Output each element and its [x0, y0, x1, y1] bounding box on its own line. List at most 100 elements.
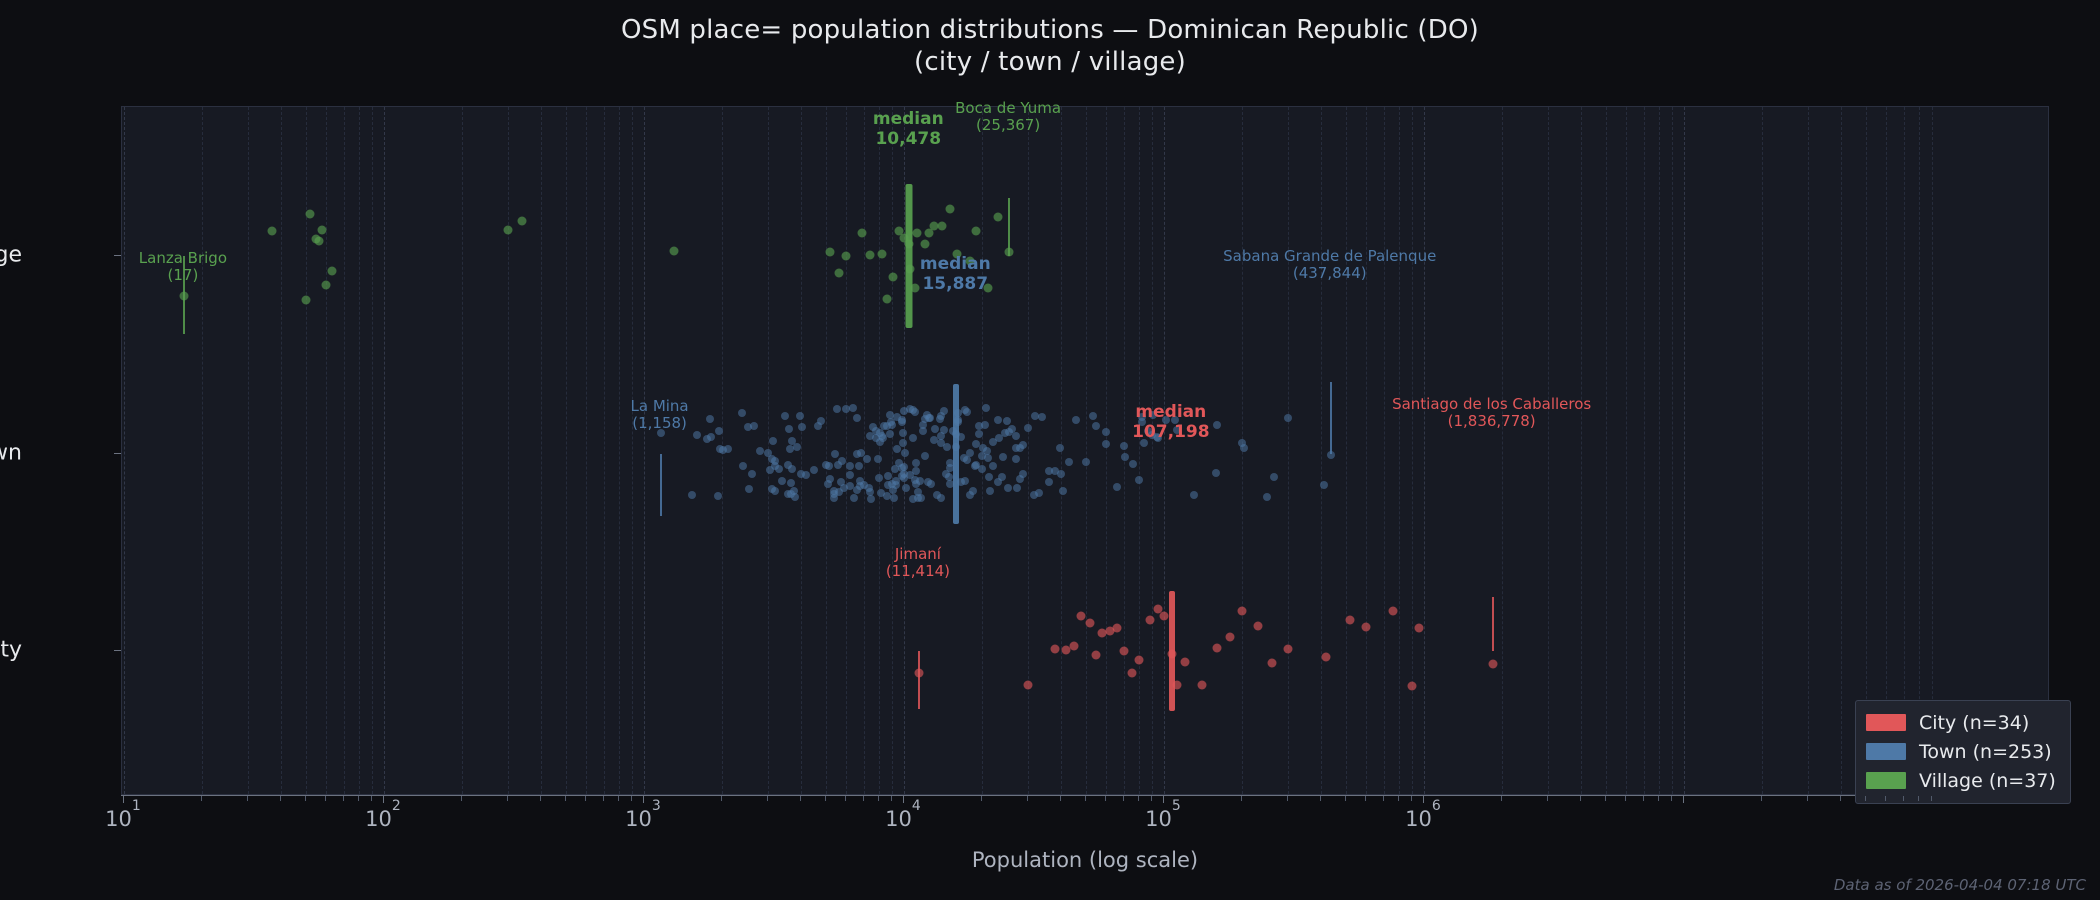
data-point	[834, 268, 844, 278]
data-point	[1011, 444, 1020, 453]
page-title: OSM place= population distributions — Do…	[0, 14, 2100, 78]
data-point	[957, 478, 966, 487]
data-point	[1170, 416, 1179, 425]
data-point	[1058, 486, 1067, 495]
data-point	[824, 462, 833, 471]
data-point	[1011, 454, 1020, 463]
legend-item-village[interactable]: Village (n=37)	[1866, 766, 2056, 795]
x-axis-tick	[721, 796, 723, 801]
x-axis-tick	[123, 796, 124, 803]
x-axis-tick	[1902, 796, 1904, 801]
data-point	[1023, 680, 1033, 690]
annotation-leader-village_min	[182, 256, 185, 334]
annotation-village_max: Boca de Yuma (25,367)	[955, 100, 1061, 134]
x-axis-tick	[1917, 796, 1919, 801]
data-point	[1134, 475, 1143, 484]
data-point	[855, 482, 864, 491]
data-point	[893, 445, 902, 454]
grid-line	[1138, 107, 1141, 794]
x-axis-tick-label: 106	[1405, 798, 1441, 831]
data-point	[1326, 451, 1335, 460]
x-axis-tick	[903, 796, 904, 803]
data-point	[1119, 646, 1129, 656]
grid-line	[1865, 107, 1868, 794]
data-point	[1139, 438, 1148, 447]
data-point	[862, 454, 871, 463]
x-axis-tick	[877, 796, 879, 801]
legend-item-city[interactable]: City (n=34)	[1866, 708, 2056, 737]
x-axis-tick-label: 103	[625, 798, 661, 831]
data-point	[1263, 493, 1272, 502]
legend-item-town[interactable]: Town (n=253)	[1866, 737, 2056, 766]
grid-line	[618, 107, 621, 794]
data-point	[887, 421, 896, 430]
data-point	[1172, 426, 1181, 435]
data-point	[1031, 412, 1040, 421]
data-point	[796, 469, 805, 478]
grid-line	[343, 107, 346, 794]
data-point	[1361, 622, 1371, 632]
data-point	[853, 414, 862, 423]
data-point	[817, 416, 826, 425]
x-axis-tick	[1411, 796, 1413, 801]
data-point	[894, 226, 904, 236]
data-point	[1152, 433, 1161, 442]
data-point	[940, 426, 949, 435]
data-point	[1001, 429, 1010, 438]
x-axis-tick	[631, 796, 633, 801]
data-point	[913, 487, 922, 496]
data-point	[669, 246, 679, 255]
data-point	[743, 423, 752, 432]
x-axis-title: Population (log scale)	[971, 848, 1199, 872]
grid-line	[1762, 107, 1764, 794]
data-point	[939, 406, 948, 415]
data-point	[1012, 432, 1021, 441]
data-point	[849, 493, 858, 502]
x-axis-tick	[1761, 796, 1763, 801]
grid-line	[586, 107, 588, 794]
data-point	[945, 204, 955, 214]
grid-line	[280, 107, 283, 794]
data-point	[912, 228, 922, 238]
annotation-value: (1,158)	[632, 413, 687, 432]
data-point	[993, 212, 1003, 222]
data-point	[1180, 657, 1190, 667]
x-axis-tick	[1287, 796, 1289, 801]
grid-line	[1580, 107, 1583, 794]
grid-line	[1398, 107, 1401, 794]
data-point	[327, 266, 337, 276]
data-point	[1269, 473, 1278, 482]
grid-line	[1658, 107, 1661, 794]
data-point	[852, 450, 861, 459]
x-axis-tick	[1604, 796, 1606, 801]
median-value: 15,887	[922, 273, 989, 294]
data-point	[1018, 469, 1027, 478]
data-point	[893, 412, 901, 421]
data-point	[1112, 623, 1122, 633]
grid-line	[878, 107, 881, 794]
data-point	[1212, 468, 1221, 477]
grid-line	[1502, 107, 1504, 794]
data-point	[786, 445, 795, 454]
data-point	[882, 422, 891, 431]
data-point	[972, 439, 981, 448]
grid-line	[1288, 107, 1290, 794]
data-point	[745, 484, 754, 493]
data-point	[842, 404, 851, 413]
data-point	[838, 457, 847, 466]
data-point	[1172, 680, 1182, 690]
data-point	[841, 251, 851, 261]
x-axis-tick	[799, 796, 801, 801]
x-axis-tick	[824, 796, 826, 801]
grid-line	[1672, 107, 1674, 794]
data-point	[771, 461, 780, 470]
data-point	[997, 472, 1006, 481]
data-point	[1144, 427, 1153, 436]
data-point	[787, 489, 796, 498]
data-point	[888, 480, 897, 489]
grid-line	[540, 107, 543, 794]
median-value: 107,198	[1132, 421, 1210, 442]
data-point	[693, 430, 702, 439]
annotation-name: Boca de Yuma	[955, 99, 1062, 117]
